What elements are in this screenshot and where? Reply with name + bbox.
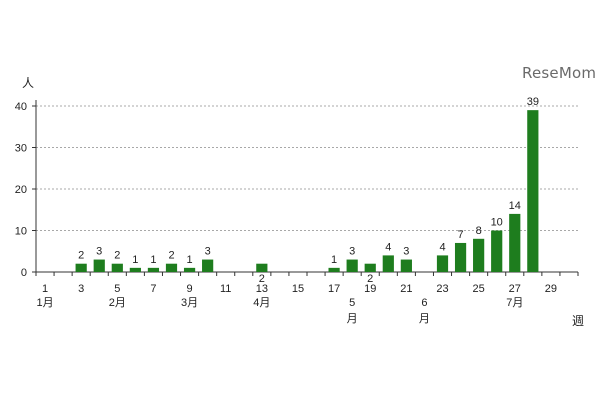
- bar-week-26: [491, 230, 503, 272]
- data-label: 4: [439, 241, 445, 253]
- data-label: 8: [476, 225, 482, 237]
- data-label: 2: [367, 273, 373, 285]
- x-tick-label: 17: [328, 283, 340, 295]
- x-tick-label: 11: [220, 283, 231, 295]
- x-tick-label: 7: [150, 283, 156, 295]
- bar-week-23: [436, 255, 449, 272]
- bar-week-19: [364, 263, 376, 272]
- x-tick-label: 19: [364, 283, 376, 295]
- data-label: 7: [458, 229, 464, 241]
- data-label: 1: [150, 254, 156, 266]
- month-label: 月: [347, 313, 358, 325]
- data-label: 3: [349, 246, 355, 258]
- bar-week-8: [165, 263, 178, 272]
- data-label: 39: [527, 96, 539, 108]
- x-tick-label: 23: [436, 283, 448, 295]
- x-tick-label: 21: [400, 283, 412, 295]
- bar-week-4: [93, 259, 105, 272]
- x-tick-label: 13: [256, 283, 268, 295]
- bars: [75, 110, 539, 273]
- bar-week-25: [473, 238, 485, 272]
- bar-week-3: [75, 263, 87, 272]
- bar-week-27: [509, 213, 521, 272]
- bar-week-17: [328, 267, 340, 272]
- month-label: 1月: [36, 297, 53, 309]
- month-label: 3月: [181, 297, 198, 309]
- month-label: 5: [349, 297, 355, 309]
- data-label: 1: [331, 254, 337, 266]
- month-label: 6: [421, 297, 427, 309]
- x-tick-label: 1: [42, 283, 48, 295]
- month-label: 月: [419, 313, 430, 325]
- bar-week-20: [382, 255, 394, 272]
- x-tick-label: 9: [187, 283, 193, 295]
- bar-week-24: [454, 242, 467, 272]
- y-axis: 0 10 20 30 40: [15, 100, 37, 279]
- data-label: 1: [187, 254, 193, 266]
- data-label: 2: [168, 250, 174, 262]
- y-axis-title: 人: [22, 76, 34, 90]
- x-axis-title: 週: [572, 314, 584, 328]
- x-tick-label: 25: [473, 283, 485, 295]
- data-label: 2: [259, 273, 265, 285]
- bar-week-18: [346, 259, 358, 272]
- month-label: 7月: [506, 297, 523, 309]
- x-tick-label: 29: [545, 283, 557, 295]
- y-tick-label: 30: [15, 143, 27, 155]
- y-tick-label: 0: [21, 267, 27, 279]
- data-label: 3: [96, 246, 102, 258]
- y-tick-label: 40: [15, 101, 27, 113]
- month-label: 2月: [109, 297, 126, 309]
- x-tick-label: 3: [78, 283, 84, 295]
- bar-week-28: [527, 110, 539, 273]
- resemom-logo: ReseMom: [522, 64, 597, 82]
- data-label: 3: [205, 246, 211, 258]
- bar-week-13: [256, 263, 268, 272]
- bar-week-10: [202, 259, 214, 272]
- gridlines: [36, 105, 578, 231]
- bar-week-9: [183, 267, 196, 272]
- month-label: 4月: [253, 297, 270, 309]
- data-label: 3: [403, 246, 409, 258]
- data-label: 2: [114, 250, 120, 262]
- bar-week-7: [147, 267, 160, 272]
- data-label: 14: [509, 200, 521, 212]
- bar-week-5: [111, 263, 123, 272]
- x-tick-label: 5: [114, 283, 120, 295]
- bar-week-6: [129, 267, 141, 272]
- x-tick-label: 27: [509, 283, 521, 295]
- data-label: 10: [491, 217, 503, 229]
- y-tick-label: 10: [15, 226, 27, 238]
- data-label: 4: [385, 241, 391, 253]
- y-tick-label: 20: [15, 184, 27, 196]
- data-label: 2: [78, 250, 84, 262]
- x-tick-label: 15: [292, 283, 304, 295]
- bar-week-21: [400, 259, 412, 272]
- data-label: 1: [132, 254, 138, 266]
